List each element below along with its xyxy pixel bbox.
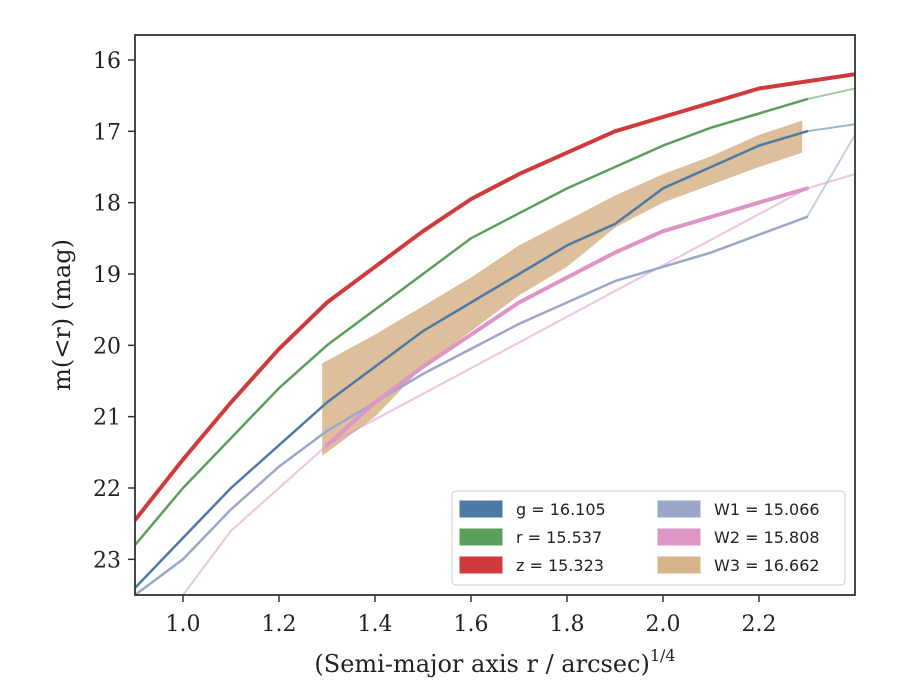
x-tick-label: 1.2 <box>262 612 297 637</box>
legend-swatch-g <box>459 500 503 518</box>
legend-label-W3: W3 = 16.662 <box>714 556 820 575</box>
legend-label-W2: W2 = 15.808 <box>714 528 820 547</box>
y-tick-label: 21 <box>93 406 121 431</box>
x-tick-label: 1.0 <box>166 612 201 637</box>
plot-area <box>135 72 855 595</box>
series-r-extension-0 <box>806 87 855 101</box>
legend-swatch-r <box>459 528 503 546</box>
plot-frame <box>134 34 856 596</box>
y-tick-label: 17 <box>93 120 121 145</box>
legend-swatch-W2 <box>657 528 701 546</box>
legend-swatch-z <box>459 556 503 574</box>
series-z-line <box>135 72 855 523</box>
series-g-extension-0 <box>806 123 855 133</box>
series-W2-line <box>325 186 809 448</box>
y-tick-label: 20 <box>93 334 121 359</box>
axes-frame <box>134 34 856 596</box>
legend-label-r: r = 15.537 <box>516 528 602 547</box>
series-W2-extension-0 <box>182 173 855 595</box>
y-tick-label: 23 <box>93 548 121 573</box>
legend-swatch-W3 <box>657 556 701 574</box>
y-axis: 16 17 18 19 20 21 22 23 <box>93 49 135 573</box>
y-tick-label: 19 <box>93 263 121 288</box>
x-axis: 1.0 1.2 1.4 1.6 1.8 2.0 2.2 <box>166 595 777 637</box>
legend-label-z: z = 15.323 <box>516 556 604 575</box>
y-tick-label: 18 <box>93 192 121 217</box>
legend-swatch-W1 <box>657 500 701 518</box>
x-tick-label: 1.8 <box>550 612 585 637</box>
x-tick-label: 2.2 <box>742 612 777 637</box>
x-tick-label: 1.4 <box>358 612 393 637</box>
series-r-line <box>135 97 809 547</box>
series-W1-line <box>135 215 809 595</box>
y-tick-label: 16 <box>93 49 121 74</box>
x-tick-label: 2.0 <box>646 612 681 637</box>
legend-label-g: g = 16.105 <box>516 500 606 519</box>
series-W1-extension-0 <box>806 133 855 218</box>
y-tick-label: 22 <box>93 477 121 502</box>
legend-label-W1: W1 = 15.066 <box>714 500 820 519</box>
x-axis-label: (Semi-major axis r / arcsec)1/4 <box>314 646 675 678</box>
x-tick-label: 1.6 <box>454 612 489 637</box>
y-axis-label: m(<r) (mag) <box>48 239 76 391</box>
series-W3-band <box>322 120 803 456</box>
legend-box <box>451 490 846 586</box>
series-g-line <box>135 130 809 590</box>
legend: g = 16.105 r = 15.537 z = 15.323 W1 = 15.06… <box>451 490 846 586</box>
